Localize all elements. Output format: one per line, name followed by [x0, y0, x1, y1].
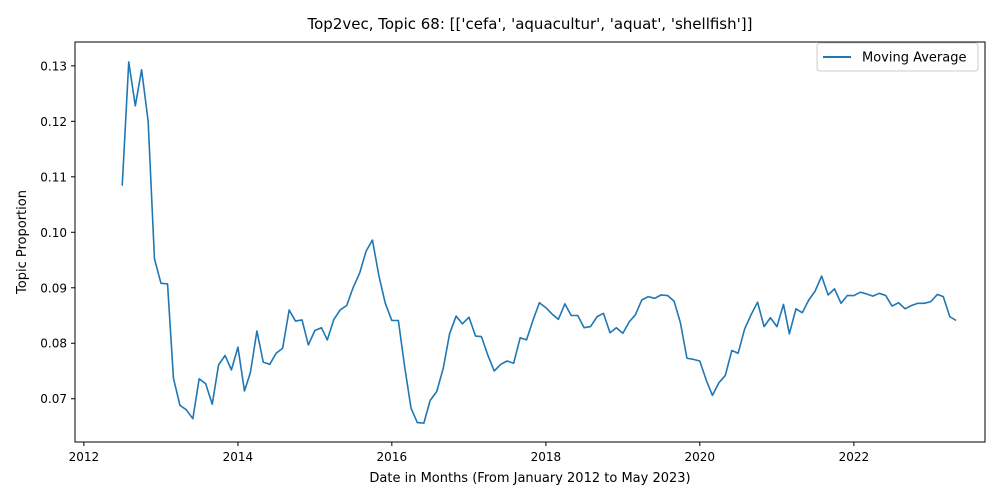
y-tick-label: 0.07	[40, 392, 67, 406]
x-tick-label: 2018	[531, 450, 562, 464]
y-tick-label: 0.09	[40, 281, 67, 295]
plot-frame	[74, 41, 986, 443]
plot-area	[74, 41, 986, 443]
x-axis-label: Date in Months (From January 2012 to May…	[369, 471, 690, 486]
x-axis: 2012 2014 2016 2018 2020 2022	[69, 442, 870, 464]
y-tick-label: 0.13	[40, 59, 67, 73]
x-tick-label: 2016	[377, 450, 408, 464]
legend-box	[816, 42, 979, 72]
y-tick-label: 0.10	[40, 226, 67, 240]
chart-title: Top2vec, Topic 68: [['cefa', 'aquacultur…	[307, 15, 753, 33]
x-tick-label: 2014	[223, 450, 254, 464]
x-tick-label: 2020	[685, 450, 716, 464]
x-tick-label: 2012	[69, 450, 100, 464]
series-line-0	[121, 61, 957, 424]
y-tick-label: 0.11	[40, 170, 67, 184]
y-tick-label: 0.08	[40, 337, 67, 351]
y-axis: 0.07 0.08 0.09 0.10 0.11 0.12 0.13	[40, 59, 75, 406]
x-tick-label: 2022	[839, 450, 870, 464]
y-tick-label: 0.12	[40, 115, 67, 129]
y-axis-label: Topic Proportion	[15, 190, 30, 295]
legend-label: Moving Average	[862, 51, 966, 66]
legend: Moving Average	[816, 42, 979, 72]
